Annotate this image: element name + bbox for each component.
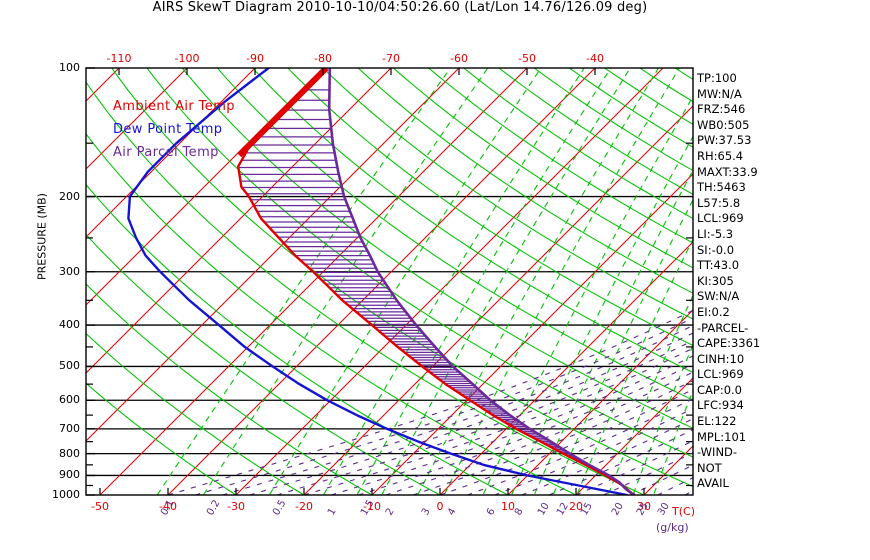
page-title: AIRS SkewT Diagram 2010-10-10/04:50:26.6… [152,0,648,15]
stat-avail: AVAIL [697,476,729,491]
plot-frame [85,67,694,496]
series-ambient-air-temp [237,68,635,495]
pressure-tick-800: 800 [59,446,80,460]
bottom-temp-tick--50: -50 [91,500,109,513]
sounding-stats-panel: TP:100 MW:N/A FRZ:546 WB0:505 PW:37.53 RH:65.… [697,72,817,489]
stat-cinh-10: CINH:10 [697,351,745,366]
stat-not: NOT [697,460,722,475]
pressure-tick-300: 300 [59,264,80,278]
stat-frz-546: FRZ:546 [697,102,746,117]
stat-ki-305: KI:305 [697,273,734,288]
stat-cape-3361: CAPE:3361 [697,336,761,351]
stat-si-0-0: SI:-0.0 [697,242,735,257]
bottom-temp-tick-20: 20 [569,500,583,513]
bottom-temp-tick-0: 0 [436,500,444,513]
bottom-temp-tick--10: -10 [363,500,381,513]
top-temp-tick--70: -70 [382,52,400,65]
top-temp-tick--60: -60 [450,52,468,65]
pressure-tick-1000: 1000 [52,488,80,501]
stat-sw-n-a: SW:N/A [697,289,740,304]
legend-dew-point-temp: Dew Point Temp [113,122,223,137]
stat-rh-65-4: RH:65.4 [697,148,744,163]
stat-th-5463: TH:5463 [697,180,746,195]
top-temp-tick--100: -100 [174,52,200,65]
stat-pw-37-53: PW:37.53 [697,133,752,148]
bottom-temp-tick-10: 10 [501,500,515,513]
pressure-tick-600: 600 [59,393,80,407]
pressure-tick-200: 200 [59,189,80,203]
temp-axis-unit-label: T(C) [672,505,695,518]
stat-mw-n-a: MW:N/A [697,86,742,101]
bottom-temp-tick--40: -40 [159,500,177,513]
stat--parcel-: -PARCEL- [697,320,749,335]
bottom-temp-tick--20: -20 [295,500,313,513]
stat-wb0-505: WB0:505 [697,117,750,132]
stat-maxt-33-9: MAXT:33.9 [697,164,758,179]
pressure-tick-100: 100 [59,61,80,74]
top-temp-tick--40: -40 [586,52,604,65]
pressure-tick-500: 500 [59,359,80,373]
top-temp-tick--80: -80 [314,52,332,65]
top-temp-tick--110: -110 [106,52,132,65]
pressure-tick-400: 400 [59,318,80,332]
bottom-temp-tick-30: 30 [637,500,651,513]
stat-tp-100: TP:100 [697,71,737,85]
stat--wind-: -WIND- [697,445,738,460]
stat-mpl-101: MPL:101 [697,429,747,444]
stat-tt-43-0: TT:43.0 [697,258,740,273]
top-temp-tick--90: -90 [246,52,264,65]
stat-l57-5-8: L57:5.8 [697,195,741,210]
legend-air-parcel-temp: Air Parcel Temp [113,145,219,160]
stat-cap-0-0: CAP:0.0 [697,382,742,397]
stat-ei-0-2: EI:0.2 [697,304,730,319]
series-air-parcel-temp [327,68,636,495]
stat-lcl-969: LCL:969 [697,367,744,382]
stat-lcl-969: LCL:969 [697,211,744,226]
stat-lfc-934: LFC:934 [697,398,744,413]
series-dew-point-temp [127,68,629,495]
stat-el-122: EL:122 [697,414,737,429]
mixing-ratio-unit-label: (g/kg) [656,521,689,534]
legend-ambient-air-temp: Ambient Air Temp [113,99,235,114]
pressure-tick-900: 900 [59,468,80,482]
stat-li-5-3: LI:-5.3 [697,226,734,241]
pressure-tick-700: 700 [59,421,80,435]
bottom-temp-tick--30: -30 [227,500,245,513]
top-temp-tick--50: -50 [518,52,536,65]
